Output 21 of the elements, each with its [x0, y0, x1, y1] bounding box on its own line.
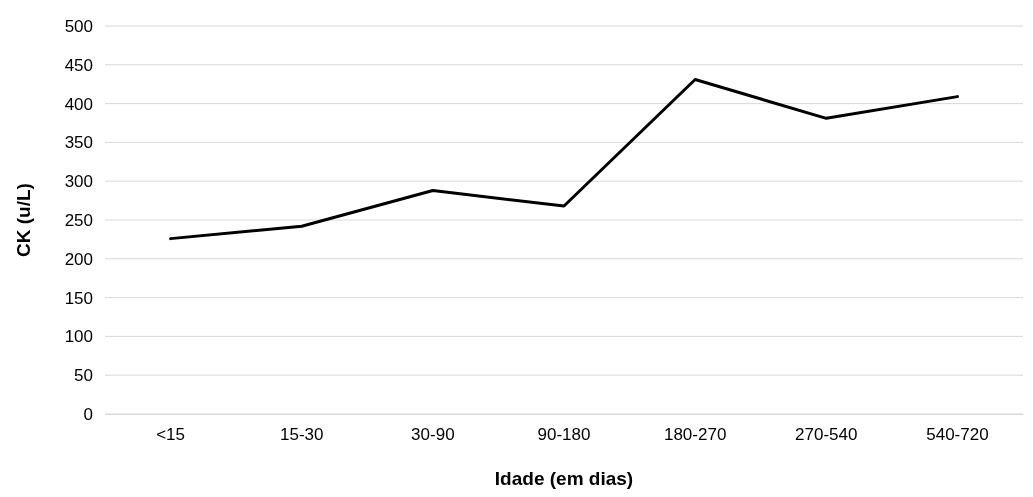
y-axis-title: CK (u/L) — [13, 183, 34, 257]
x-tick-label: 30-90 — [411, 425, 455, 445]
y-tick-label: 0 — [83, 404, 93, 424]
y-tick-label: 450 — [64, 55, 93, 75]
x-tick-label: 90-180 — [537, 425, 591, 445]
x-tick-label: 15-30 — [279, 425, 324, 445]
y-tick-label: 300 — [64, 172, 93, 192]
y-tick-label: 150 — [64, 288, 93, 308]
y-tick-label: 350 — [64, 133, 93, 153]
x-tick-label: 270-540 — [795, 425, 858, 445]
y-tick-label: 50 — [74, 366, 93, 386]
y-tick-label: 100 — [64, 327, 93, 347]
x-axis-title: Idade (em dias) — [494, 468, 634, 489]
y-tick-label: 500 — [64, 16, 93, 36]
y-tick-label: 200 — [64, 249, 93, 269]
line-series — [169, 78, 959, 241]
y-tick-label: 400 — [64, 94, 93, 114]
x-tick-label: 540-720 — [926, 425, 989, 445]
y-tick-label: 250 — [64, 210, 93, 230]
x-tick-label: <15 — [156, 425, 185, 445]
x-tick-label: 180-270 — [663, 425, 727, 445]
